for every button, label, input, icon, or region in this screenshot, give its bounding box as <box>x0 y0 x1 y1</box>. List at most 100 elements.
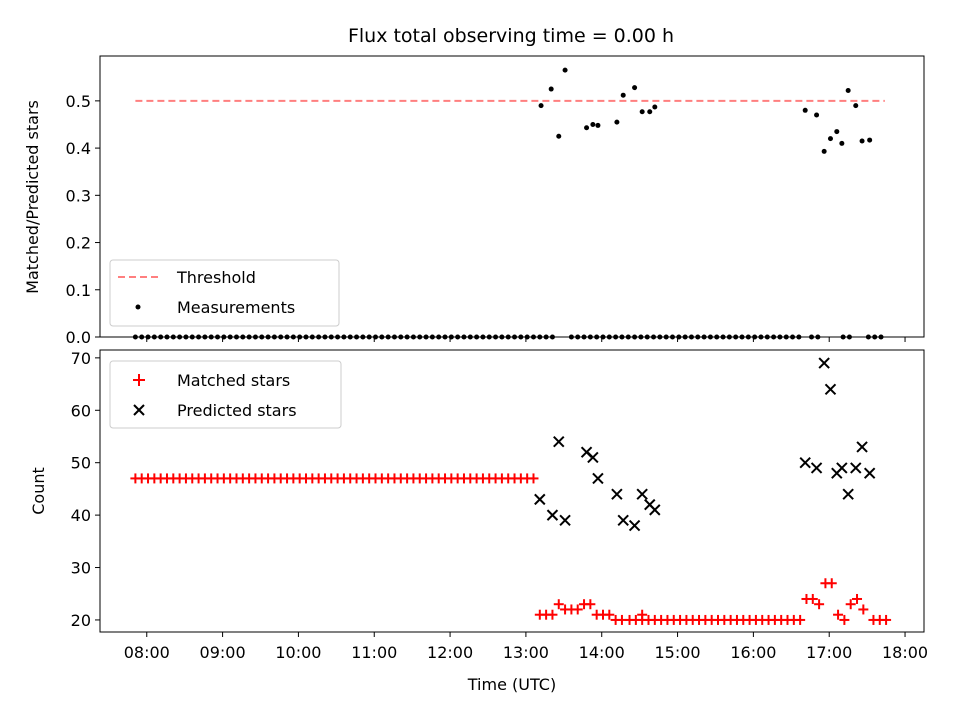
bottom-y-tick-label: 40 <box>71 506 91 525</box>
bottom-legend-box <box>109 360 342 429</box>
predicted-star-marker <box>799 456 811 469</box>
bottom-y-tick-label: 60 <box>71 401 91 420</box>
measurement-point <box>538 103 544 109</box>
x-tick-label: 13:00 <box>503 643 549 662</box>
matched-star-marker <box>604 609 615 620</box>
top-y-tick-label: 0.0 <box>66 328 91 347</box>
matched-star-marker <box>807 593 818 604</box>
predicted-star-marker <box>818 357 830 369</box>
predicted-stars-legend-label: Predicted stars <box>177 401 297 420</box>
x-axis-label: Time (UTC) <box>467 675 556 694</box>
x-tick-label: 10:00 <box>275 643 321 662</box>
measurement-point <box>647 109 653 115</box>
matched-star-marker <box>852 593 863 604</box>
top-y-tick-label: 0.4 <box>66 139 91 158</box>
measurement-point <box>632 85 638 91</box>
predicted-star-marker <box>546 509 559 521</box>
bottom-axes-frame <box>99 349 925 633</box>
predicted-star-marker <box>628 519 641 532</box>
measurement-point <box>652 104 658 110</box>
measurement-point <box>859 138 865 144</box>
measurement-point <box>590 121 596 127</box>
bottom-y-axis-label: Count <box>29 467 48 515</box>
measurement-point <box>814 112 820 118</box>
matched-star-marker <box>585 599 596 610</box>
top-y-tick-label: 0.5 <box>66 92 91 111</box>
x-tick-label: 11:00 <box>351 643 397 662</box>
x-tick-label: 08:00 <box>124 643 170 662</box>
measurements-legend-swatch <box>135 304 141 310</box>
top-x-axis-ticks <box>146 337 906 342</box>
measurement-point <box>834 129 840 135</box>
matched-stars-series <box>130 473 892 625</box>
bottom-y-tick-label: 30 <box>71 559 91 578</box>
measurement-point <box>562 67 568 73</box>
measurement-point <box>556 133 562 139</box>
top-legend-box <box>109 259 340 327</box>
top-y-tick-label: 0.1 <box>66 281 91 300</box>
predicted-star-marker <box>810 462 823 474</box>
measurement-point <box>867 137 873 143</box>
predicted-star-marker <box>592 472 604 485</box>
matched-star-marker <box>839 614 850 625</box>
measurement-point <box>620 92 626 98</box>
bottom-x-axis: 08:00 09:00 10:00 11:00 12:00 13:00 14:00 15:00… <box>124 632 928 662</box>
bottom-legend: Matched stars Predicted stars <box>109 360 342 429</box>
matched-star-marker <box>814 599 825 610</box>
top-panel: 0.0 0.1 0.2 0.3 0.4 0.5 Matched/Predicted sta… <box>23 55 925 347</box>
measurement-point <box>827 136 833 142</box>
top-y-axis-label: Matched/Predicted stars <box>23 100 42 294</box>
predicted-star-marker <box>836 462 848 474</box>
predicted-star-marker <box>842 488 854 500</box>
measurement-point <box>853 103 859 109</box>
measurement-point <box>845 87 851 93</box>
measurement-point <box>639 109 645 115</box>
measurement-point <box>548 86 554 92</box>
measurement-point <box>614 119 620 125</box>
bottom-y-tick-label: 50 <box>71 454 91 473</box>
matched-star-marker <box>858 604 869 615</box>
chart-title: Flux total observing time = 0.00 h <box>348 25 674 47</box>
predicted-star-marker <box>617 514 629 527</box>
bottom-y-tick-label: 70 <box>71 349 91 368</box>
x-tick-label: 14:00 <box>579 643 625 662</box>
matched-star-marker <box>881 614 892 625</box>
predicted-star-marker <box>850 462 862 474</box>
predicted-stars-series <box>534 357 876 532</box>
bottom-y-axis: 20 30 40 50 60 70 <box>71 349 100 630</box>
top-legend: Threshold Measurements <box>109 259 340 327</box>
predicted-star-marker <box>824 383 837 396</box>
matched-star-marker <box>795 614 806 625</box>
bottom-panel: 20 30 40 50 60 70 08:00 09:00 10:00 11:00 12:00 13… <box>29 349 928 694</box>
predicted-star-marker <box>863 467 876 479</box>
x-tick-label: 09:00 <box>200 643 246 662</box>
predicted-star-marker <box>534 493 546 506</box>
x-tick-label: 16:00 <box>730 643 776 662</box>
predicted-star-marker <box>553 436 565 448</box>
top-y-axis: 0.0 0.1 0.2 0.3 0.4 0.5 <box>66 92 100 347</box>
matched-star-marker <box>528 473 539 484</box>
measurement-point <box>839 140 845 146</box>
measurement-point <box>584 125 590 131</box>
x-tick-label: 17:00 <box>806 643 852 662</box>
matched-star-marker <box>833 609 844 620</box>
x-tick-label: 12:00 <box>427 643 473 662</box>
predicted-star-marker <box>559 514 571 527</box>
matched-star-marker <box>553 599 564 610</box>
top-axes-frame <box>99 55 925 338</box>
measurements-legend-label: Measurements <box>177 298 295 317</box>
matched-star-marker <box>616 614 627 625</box>
predicted-stars-legend-swatch <box>133 404 145 416</box>
predicted-star-marker <box>587 451 599 464</box>
measurement-point <box>821 148 827 154</box>
top-y-tick-label: 0.2 <box>66 234 91 253</box>
matched-stars-legend-swatch <box>133 374 145 386</box>
measurement-point <box>802 107 808 113</box>
threshold-legend-label: Threshold <box>176 268 256 287</box>
predicted-star-marker <box>611 488 623 500</box>
matched-star-marker <box>637 609 648 620</box>
matched-star-marker <box>826 578 837 589</box>
matched-star-marker <box>845 599 856 610</box>
matched-stars-legend-label: Matched stars <box>177 371 290 390</box>
